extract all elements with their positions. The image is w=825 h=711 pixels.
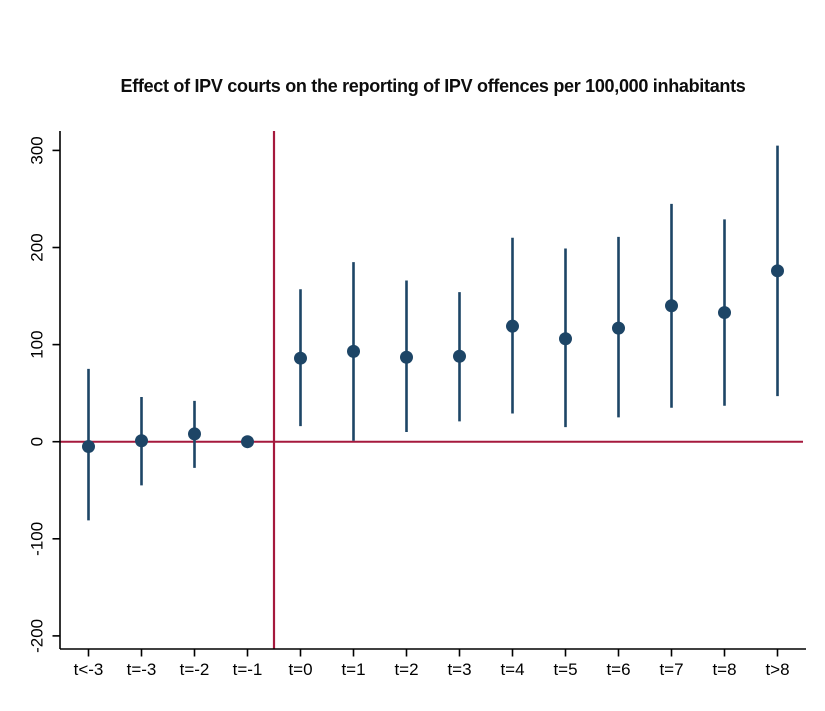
x-axis-tick-label: t=2 (394, 660, 418, 679)
y-axis-tick-label: -100 (27, 522, 46, 556)
x-axis-tick-label: t=4 (500, 660, 524, 679)
data-point (506, 319, 519, 333)
x-axis-tick-label: t=3 (447, 660, 471, 679)
data-point (453, 349, 466, 363)
data-point (718, 306, 731, 320)
x-axis-tick-label: t=7 (659, 660, 683, 679)
x-axis-tick-label: t=8 (712, 660, 736, 679)
data-point (82, 440, 95, 454)
data-point (612, 321, 625, 335)
y-axis-tick-label: 100 (27, 330, 46, 358)
chart-title: Effect of IPV courts on the reporting of… (120, 76, 746, 96)
data-point (400, 350, 413, 364)
y-axis-tick-label: 200 (27, 233, 46, 261)
data-point (559, 332, 572, 346)
data-point (135, 434, 148, 448)
data-point (771, 264, 784, 278)
data-point (347, 344, 360, 358)
y-axis-tick-label: 300 (27, 136, 46, 164)
y-axis-tick-label: 0 (27, 437, 46, 446)
y-axis-tick-label: -200 (27, 619, 46, 653)
data-point (241, 435, 254, 449)
data-point (294, 351, 307, 365)
x-axis-tick-label: t=0 (288, 660, 312, 679)
x-axis-tick-label: t=-2 (180, 660, 210, 679)
x-axis-tick-label: t=5 (553, 660, 577, 679)
x-axis-tick-label: t<-3 (74, 660, 104, 679)
x-axis-tick-label: t=-3 (127, 660, 157, 679)
x-axis-tick-label: t=1 (341, 660, 365, 679)
x-axis-tick-label: t>8 (765, 660, 789, 679)
data-point (188, 427, 201, 441)
x-axis-tick-label: t=-1 (233, 660, 263, 679)
x-axis-tick-label: t=6 (606, 660, 630, 679)
data-point (665, 299, 678, 313)
